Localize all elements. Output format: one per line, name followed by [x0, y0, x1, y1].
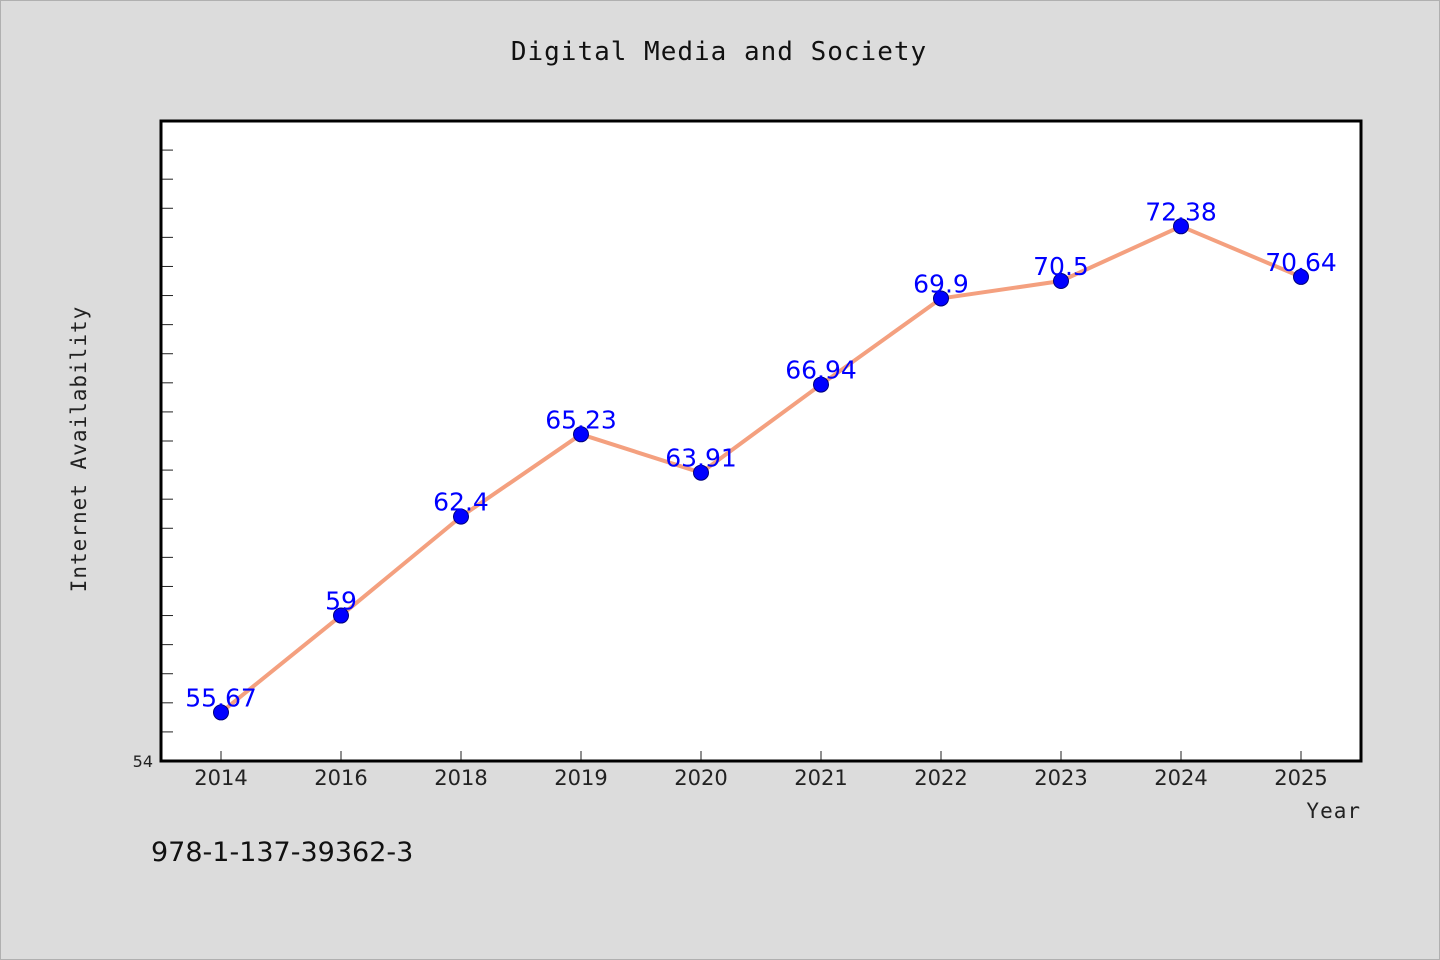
- x-tick-label: 2021: [794, 766, 847, 790]
- data-label: 69.9: [913, 269, 969, 298]
- data-label: 63.91: [665, 444, 737, 473]
- data-label: 59: [325, 587, 357, 616]
- plot-border: [159, 119, 1363, 763]
- data-point: [333, 607, 349, 624]
- data-point: [1173, 218, 1189, 235]
- data-point: [573, 426, 589, 443]
- y-axis-label: Internet Availability: [67, 306, 91, 593]
- series-line: [219, 224, 1303, 715]
- x-tick-label: 2014: [194, 766, 247, 790]
- data-label: 55.67: [185, 683, 257, 712]
- x-tick-label: 2025: [1274, 766, 1327, 790]
- x-tick-label: 2024: [1154, 766, 1207, 790]
- isbn-text: 978-1-137-39362-3: [151, 837, 414, 868]
- x-tick-label: 2018: [434, 766, 487, 790]
- x-tick-label: 2020: [674, 766, 727, 790]
- data-point: [453, 508, 469, 525]
- data-label: 70.64: [1265, 248, 1337, 277]
- data-point: [1053, 273, 1069, 289]
- data-label: 66.94: [785, 356, 857, 385]
- x-tick-label: 2022: [914, 766, 967, 790]
- x-tick-label: 2016: [314, 766, 367, 790]
- plot-area: [161, 121, 1361, 761]
- chart-title: Digital Media and Society: [510, 37, 928, 67]
- data-point: [213, 704, 229, 721]
- data-label: 70.5: [1033, 252, 1089, 281]
- data-point: [1293, 268, 1309, 285]
- data-point: [933, 290, 949, 307]
- x-tick-label: 2019: [554, 766, 607, 790]
- y-tick-label: 54: [133, 752, 153, 771]
- x-axis-label: Year: [1306, 799, 1361, 823]
- x-tick-label: 2023: [1034, 766, 1087, 790]
- data-point: [693, 464, 709, 481]
- data-point: [813, 376, 829, 393]
- data-label: 65.23: [545, 405, 617, 434]
- data-label: 72.38: [1145, 197, 1217, 226]
- data-label: 62.4: [433, 488, 489, 517]
